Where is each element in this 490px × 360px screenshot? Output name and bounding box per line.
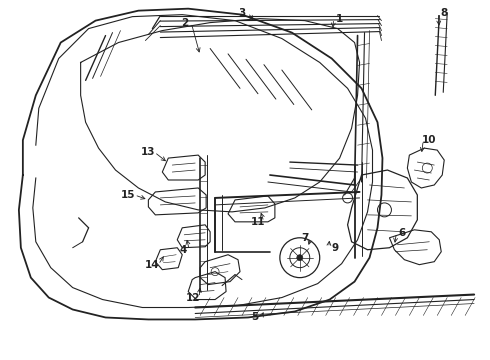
- Text: 4: 4: [179, 245, 187, 255]
- Text: 2: 2: [182, 18, 189, 28]
- Text: 15: 15: [121, 190, 136, 200]
- Circle shape: [297, 255, 303, 261]
- Text: 12: 12: [186, 293, 200, 302]
- Text: 1: 1: [336, 14, 343, 24]
- Text: 8: 8: [441, 8, 448, 18]
- Text: 5: 5: [251, 312, 259, 323]
- Text: 13: 13: [141, 147, 156, 157]
- Text: 11: 11: [251, 217, 265, 227]
- Text: 3: 3: [239, 8, 245, 18]
- Text: 6: 6: [399, 228, 406, 238]
- Text: 7: 7: [301, 233, 309, 243]
- Text: 9: 9: [331, 243, 338, 253]
- Text: 10: 10: [422, 135, 437, 145]
- Text: 14: 14: [145, 260, 160, 270]
